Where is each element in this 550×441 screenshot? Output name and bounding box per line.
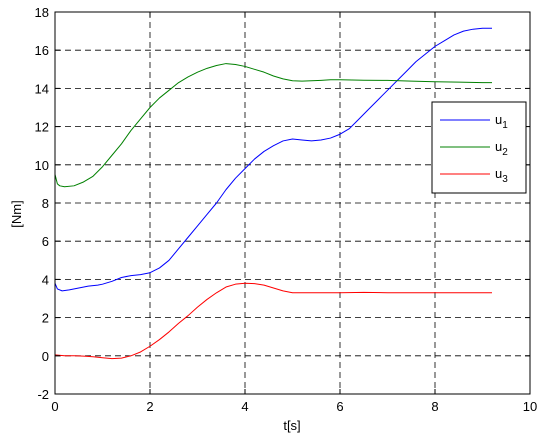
- x-tick-label: 2: [146, 399, 153, 414]
- x-tick-label: 4: [241, 399, 248, 414]
- y-tick-label: 10: [35, 158, 49, 173]
- x-tick-label: 0: [51, 399, 58, 414]
- legend-label-u1: u1: [495, 112, 508, 131]
- y-tick-label: 18: [35, 5, 49, 20]
- series-line-u2: [54, 63, 492, 188]
- y-tick-label: 12: [35, 120, 49, 135]
- x-tick-label: 10: [523, 399, 537, 414]
- y-tick-label: -2: [37, 387, 49, 402]
- y-tick-label: 4: [42, 272, 49, 287]
- y-tick-label: 0: [42, 349, 49, 364]
- y-tick-label: 8: [42, 196, 49, 211]
- x-axis-label: t[s]: [283, 418, 300, 433]
- series-line-u3: [54, 282, 492, 360]
- legend-label-u2: u2: [495, 139, 508, 158]
- x-tick-label: 8: [431, 399, 438, 414]
- x-tick-label: 6: [336, 399, 343, 414]
- y-tick-label: 6: [42, 234, 49, 249]
- y-axis-label: [Nm]: [9, 200, 24, 227]
- y-tick-label: 14: [35, 81, 49, 96]
- y-tick-label: 2: [42, 311, 49, 326]
- y-tick-label: 16: [35, 43, 49, 58]
- series-layer: [54, 27, 492, 360]
- series-line-u1: [54, 27, 492, 292]
- legend: u1 u2 u3: [431, 101, 527, 194]
- legend-label-u3: u3: [495, 166, 508, 185]
